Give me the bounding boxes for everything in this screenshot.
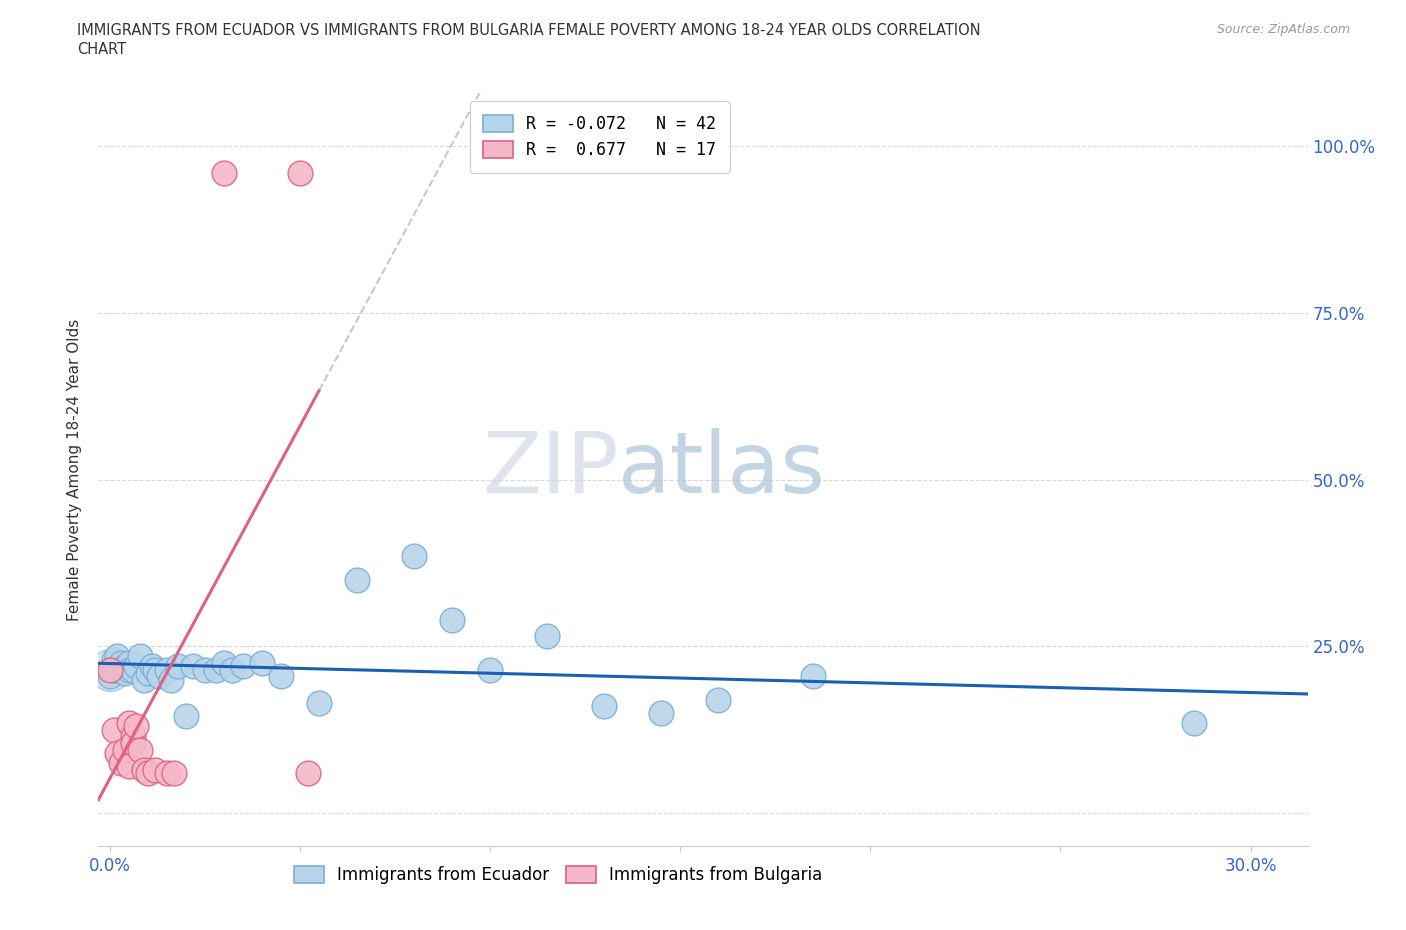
Point	[125, 658, 148, 673]
Point	[148, 669, 170, 684]
Text: ZIP: ZIP	[482, 428, 619, 512]
Point	[232, 658, 254, 673]
Point	[110, 662, 132, 677]
Point	[441, 612, 464, 627]
Point	[107, 649, 129, 664]
Point	[212, 656, 235, 671]
Point	[297, 765, 319, 780]
Legend: Immigrants from Ecuador, Immigrants from Bulgaria: Immigrants from Ecuador, Immigrants from…	[287, 859, 830, 891]
Point	[141, 658, 163, 673]
Point	[98, 662, 121, 677]
Point	[1182, 715, 1205, 730]
Point	[145, 763, 167, 777]
Y-axis label: Female Poverty Among 18-24 Year Olds: Female Poverty Among 18-24 Year Olds	[67, 318, 83, 621]
Point	[103, 652, 125, 667]
Point	[221, 662, 243, 677]
Point	[129, 742, 152, 757]
Point	[205, 662, 228, 677]
Point	[110, 656, 132, 671]
Point	[114, 742, 136, 757]
Point	[308, 696, 330, 711]
Point	[121, 729, 143, 744]
Point	[129, 649, 152, 664]
Point	[212, 166, 235, 180]
Point	[118, 662, 141, 677]
Point	[132, 763, 155, 777]
Text: IMMIGRANTS FROM ECUADOR VS IMMIGRANTS FROM BULGARIA FEMALE POVERTY AMONG 18-24 Y: IMMIGRANTS FROM ECUADOR VS IMMIGRANTS FR…	[77, 23, 981, 38]
Text: atlas: atlas	[619, 428, 827, 512]
Point	[132, 672, 155, 687]
Point	[183, 658, 205, 673]
Point	[103, 723, 125, 737]
Point	[346, 572, 368, 587]
Point	[270, 669, 292, 684]
Point	[650, 706, 672, 721]
Point	[98, 669, 121, 684]
Point	[156, 765, 179, 780]
Point	[118, 715, 141, 730]
Point	[707, 692, 730, 707]
Point	[125, 719, 148, 734]
Point	[163, 765, 186, 780]
Point	[107, 658, 129, 673]
Point	[103, 662, 125, 677]
Point	[114, 666, 136, 681]
Point	[479, 662, 502, 677]
Point	[167, 658, 190, 673]
Point	[402, 549, 425, 564]
Point	[174, 709, 197, 724]
Text: Source: ZipAtlas.com: Source: ZipAtlas.com	[1216, 23, 1350, 36]
Point	[593, 698, 616, 713]
Point	[114, 658, 136, 673]
Point	[121, 662, 143, 677]
Point	[136, 765, 159, 780]
Point	[110, 755, 132, 770]
Text: CHART: CHART	[77, 42, 127, 57]
Point	[118, 759, 141, 774]
Point	[194, 662, 217, 677]
Point	[121, 736, 143, 751]
Point	[107, 746, 129, 761]
Point	[156, 662, 179, 677]
Point	[145, 662, 167, 677]
Point	[536, 629, 558, 644]
Point	[801, 669, 824, 684]
Point	[98, 662, 121, 677]
Point	[250, 656, 273, 671]
Point	[159, 672, 181, 687]
Point	[288, 166, 311, 180]
Point	[118, 656, 141, 671]
Point	[136, 666, 159, 681]
